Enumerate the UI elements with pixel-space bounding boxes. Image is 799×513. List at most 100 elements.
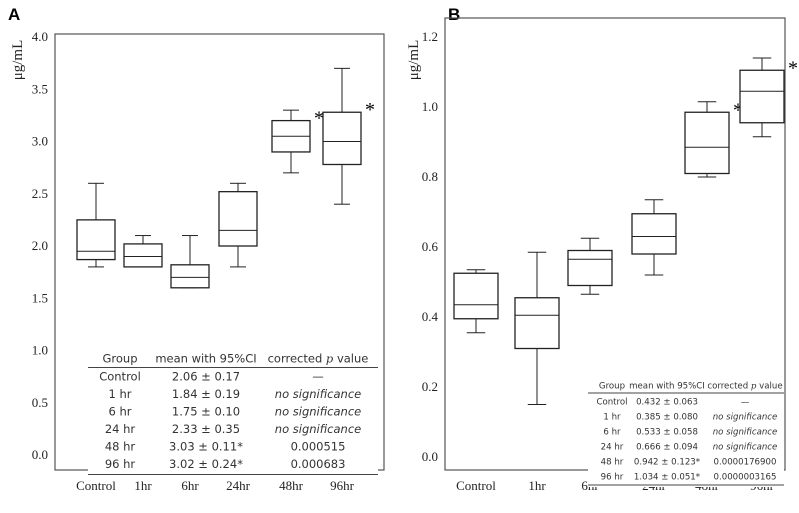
iqr-box: [631, 213, 677, 255]
cell-pvalue: no significance: [713, 442, 778, 452]
iqr-box: [322, 111, 362, 166]
y-tick-label: 1.0: [422, 99, 438, 114]
significance-asterisk: *: [733, 99, 743, 121]
iqr-box: [76, 219, 116, 261]
cell-pvalue: 0.000683: [291, 457, 346, 471]
cell-mean: 1.75 ± 0.10: [172, 405, 240, 419]
box-96hr: *: [322, 67, 375, 205]
box-24hr: [631, 199, 677, 276]
table-header-mean: mean with 95%CI: [629, 382, 705, 392]
y-tick-label: 0.0: [32, 447, 48, 462]
iqr-box: [739, 69, 785, 124]
cell-group: 24 hr: [601, 442, 624, 452]
stats-table: Group mean with 95%CI corrected p valueCon…: [588, 376, 784, 487]
cell-group: 6 hr: [109, 405, 132, 419]
iqr-box: [567, 249, 613, 287]
cell-mean: 0.666 ± 0.094: [636, 442, 698, 452]
iqr-box: [684, 111, 730, 175]
y-tick-label: 2.5: [32, 186, 48, 201]
y-axis-label: μg/mL: [10, 40, 26, 81]
table-row: 6 hr 0.533 ± 0.058 no significance: [603, 427, 777, 437]
table-row: 1 hr 0.385 ± 0.080 no significance: [603, 412, 777, 422]
cell-pvalue: no significance: [275, 387, 361, 401]
y-tick-label: 1.2: [422, 29, 438, 44]
x-tick-label: 96hr: [330, 478, 355, 493]
x-tick-label: 1hr: [528, 478, 546, 493]
iqr-box: [123, 243, 163, 268]
cell-mean: 1.034 ± 0.051*: [634, 472, 701, 482]
cell-pvalue: no significance: [713, 427, 778, 437]
y-tick-label: 0.5: [32, 395, 48, 410]
significance-asterisk: *: [365, 99, 375, 121]
table-header-pvalue: corrected p value: [707, 382, 782, 392]
cell-mean: 0.432 ± 0.063: [636, 397, 698, 407]
table-row: 96 hr 1.034 ± 0.051* 0.0000003165: [601, 472, 777, 482]
cell-group: Control: [99, 370, 141, 384]
cell-group: 24 hr: [105, 422, 136, 436]
y-tick-label: 1.0: [32, 343, 48, 358]
panel-label: A: [8, 5, 20, 24]
significance-asterisk: *: [788, 57, 798, 79]
table-header-group: Group: [102, 351, 137, 365]
cell-pvalue: 0.0000003165: [714, 472, 777, 482]
table-header-pvalue: corrected p value: [268, 351, 369, 365]
y-tick-label: 1.5: [32, 290, 48, 305]
cell-group: 1 hr: [603, 412, 621, 422]
table-row: 96 hr 3.02 ± 0.24* 0.000683: [105, 457, 346, 471]
box-Control: [76, 182, 116, 268]
box-1hr: [123, 235, 163, 268]
table-row: 6 hr 1.75 ± 0.10 no significance: [109, 405, 362, 419]
box-1hr: [514, 251, 560, 405]
cell-mean: 2.06 ± 0.17: [172, 370, 240, 384]
cell-pvalue: no significance: [275, 405, 361, 419]
x-tick-label: 24hr: [226, 478, 251, 493]
table-background: [88, 348, 378, 477]
box-48hr: *: [271, 108, 324, 174]
chart-panel-b: Bμg/mL0.00.20.40.60.81.01.2Control1hr6hr…: [406, 5, 798, 493]
cell-mean: 0.942 ± 0.123*: [634, 457, 701, 467]
table-row: 24 hr 2.33 ± 0.35 no significance: [105, 422, 361, 436]
iqr-box: [218, 191, 258, 247]
table-row: 24 hr 0.666 ± 0.094 no significance: [601, 442, 778, 452]
box-96hr: *: [739, 57, 798, 138]
stats-table: Group mean with 95%CI corrected p valueCon…: [88, 348, 378, 477]
box-48hr: *: [684, 99, 743, 178]
cell-mean: 0.385 ± 0.080: [636, 412, 698, 422]
cell-group: 96 hr: [105, 457, 136, 471]
cell-mean: 1.84 ± 0.19: [172, 387, 240, 401]
table-row: Control 0.432 ± 0.063 —: [596, 397, 749, 407]
y-tick-label: 0.0: [422, 449, 438, 464]
cell-pvalue: no significance: [275, 422, 361, 436]
cell-group: 1 hr: [109, 387, 132, 401]
iqr-box: [514, 297, 560, 350]
y-tick-label: 0.4: [422, 309, 439, 324]
box-24hr: [218, 182, 258, 268]
chart-panel-a: Aμg/mL 0.0 0.5 1.0 1.5 2.0 2.5 3.0 3.5 4.0 Control…: [8, 5, 385, 493]
cell-mean: 2.33 ± 0.35: [172, 422, 240, 436]
x-tick-label: 6hr: [181, 478, 199, 493]
x-tick-label: 48hr: [279, 478, 304, 493]
y-tick-label: 3.0: [32, 134, 48, 149]
table-row: Control 2.06 ± 0.17 —: [99, 370, 324, 384]
table-row: 48 hr 0.942 ± 0.123* 0.0000176900: [601, 457, 777, 467]
box-Control: [453, 269, 499, 334]
table-row: 1 hr 1.84 ± 0.19 no significance: [109, 387, 362, 401]
cell-mean: 3.03 ± 0.11*: [169, 440, 243, 454]
y-tick-label: 3.5: [32, 81, 48, 96]
cell-pvalue: 0.000515: [291, 440, 346, 454]
table-background: [588, 376, 784, 487]
iqr-box: [170, 264, 210, 289]
cell-group: 6 hr: [603, 427, 621, 437]
cell-group: 96 hr: [601, 472, 624, 482]
x-tick-label: 1hr: [134, 478, 152, 493]
y-tick-label: 2.0: [32, 238, 48, 253]
iqr-box: [453, 272, 499, 320]
cell-group: 48 hr: [601, 457, 624, 467]
y-tick-label: 0.6: [422, 239, 439, 254]
cell-mean: 0.533 ± 0.058: [636, 427, 698, 437]
cell-pvalue: —: [741, 397, 750, 407]
x-tick-label: Control: [456, 478, 496, 493]
box-6hr: [567, 237, 613, 295]
cell-mean: 3.02 ± 0.24*: [169, 457, 243, 471]
significance-asterisk: *: [314, 108, 324, 130]
